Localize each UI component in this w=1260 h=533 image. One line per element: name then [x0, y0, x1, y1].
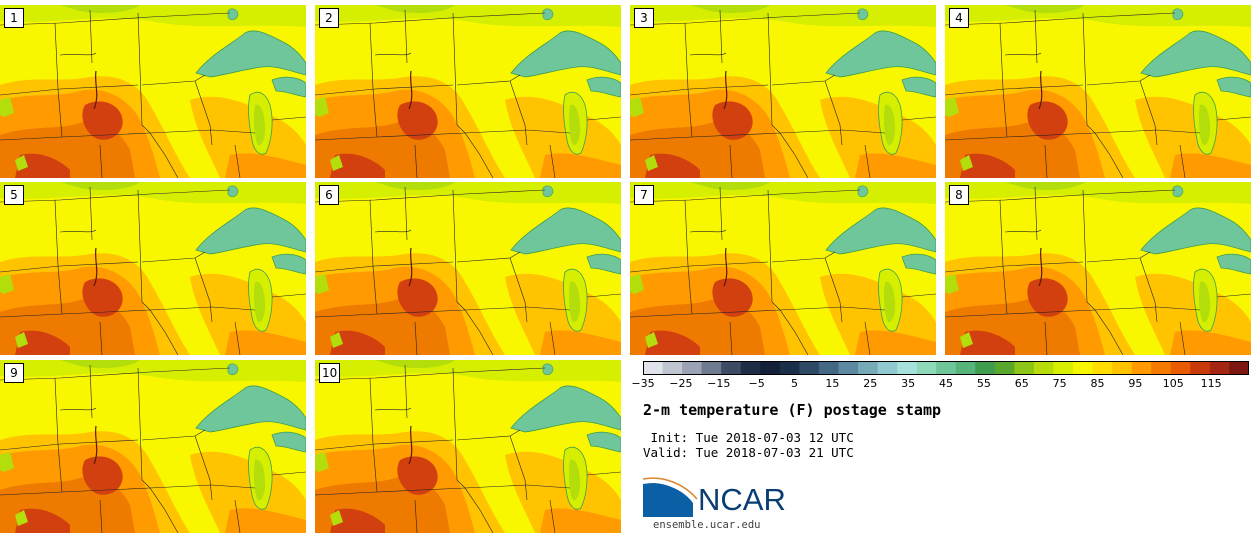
colorbar-bin	[1033, 361, 1055, 375]
colorbar-tick-label: −5	[748, 377, 765, 390]
valid-time: Valid: Tue 2018-07-03 21 UTC	[643, 445, 854, 460]
colorbar-bin	[779, 361, 800, 375]
colorbar-bin	[936, 361, 957, 375]
temperature-map	[630, 182, 936, 355]
colorbar-bin	[877, 361, 898, 375]
colorbar-tick-label: 55	[976, 377, 991, 390]
colorbar-tick-label: −35	[631, 377, 655, 390]
colorbar-bin	[662, 361, 683, 375]
colorbar-bin	[1170, 361, 1191, 375]
member-number-label: 3	[634, 8, 654, 28]
colorbar-bin	[643, 361, 664, 375]
colorbar-bin	[897, 361, 918, 375]
temperature-colorbar	[643, 361, 1249, 375]
member-panel-8[interactable]: 8	[945, 182, 1251, 355]
colorbar-tick-label: 5	[791, 377, 798, 390]
colorbar-bin	[1151, 361, 1172, 375]
colorbar-bin	[1073, 361, 1094, 375]
colorbar-tick-label: 45	[939, 377, 953, 390]
colorbar-bin	[838, 361, 859, 375]
temperature-map	[315, 360, 621, 533]
colorbar-tick-label: 15	[825, 377, 840, 390]
temperature-map	[630, 5, 936, 178]
temperature-map	[0, 182, 306, 355]
member-panel-10[interactable]: 10	[315, 360, 621, 533]
member-panel-3[interactable]: 3	[630, 5, 936, 178]
colorbar-bin	[1131, 361, 1152, 375]
member-panel-7[interactable]: 7	[630, 182, 936, 355]
colorbar-bin	[760, 361, 781, 375]
colorbar-bin	[1190, 361, 1211, 375]
colorbar-tick-label: −25	[669, 377, 693, 390]
member-panel-6[interactable]: 6	[315, 182, 621, 355]
member-panel-2[interactable]: 2	[315, 5, 621, 178]
ncar-logo-icon	[643, 477, 698, 517]
member-panel-5[interactable]: 5	[0, 182, 306, 355]
colorbar-bin	[1092, 361, 1113, 375]
colorbar-tick-label: 35	[901, 377, 916, 390]
colorbar-bin	[975, 361, 996, 375]
colorbar-tick-label: −15	[707, 377, 731, 390]
colorbar-tick-label: 65	[1014, 377, 1029, 390]
colorbar-bin	[1112, 361, 1133, 375]
colorbar-bin	[994, 361, 1015, 375]
member-panel-9[interactable]: 9	[0, 360, 306, 533]
member-number-label: 5	[4, 185, 24, 205]
site-url[interactable]: ensemble.ucar.edu	[653, 519, 761, 531]
colorbar-tick-label: 115	[1200, 377, 1222, 390]
member-panel-1[interactable]: 1	[0, 5, 306, 178]
colorbar-bin	[818, 361, 839, 375]
colorbar-bin	[916, 361, 937, 375]
ncar-wordmark: NCAR	[698, 482, 786, 517]
init-time: Init: Tue 2018-07-03 12 UTC	[643, 430, 854, 445]
plot-title: 2-m temperature (F) postage stamp	[643, 401, 942, 419]
colorbar-tick-label: 25	[863, 377, 878, 390]
colorbar-bin	[1209, 361, 1230, 375]
member-number-label: 7	[634, 185, 654, 205]
member-number-label: 1	[4, 8, 24, 28]
colorbar-tick-label: 85	[1090, 377, 1105, 390]
colorbar-bin	[1053, 361, 1074, 375]
temperature-map	[315, 182, 621, 355]
member-panel-4[interactable]: 4	[945, 5, 1251, 178]
member-number-label: 9	[4, 363, 24, 383]
temperature-map	[945, 182, 1251, 355]
member-number-label: 4	[949, 8, 969, 28]
colorbar-bin	[1229, 361, 1249, 375]
temperature-map	[0, 5, 306, 178]
colorbar-bin	[799, 361, 820, 375]
colorbar-bin	[701, 361, 722, 375]
temperature-map	[0, 360, 306, 533]
colorbar-bin	[740, 361, 761, 375]
colorbar-bin	[858, 361, 879, 375]
colorbar-tick-label: 95	[1128, 377, 1143, 390]
member-number-label: 6	[319, 185, 339, 205]
member-number-label: 10	[319, 363, 341, 383]
member-number-label: 8	[949, 185, 969, 205]
temperature-map	[945, 5, 1251, 178]
colorbar-bin	[682, 361, 703, 375]
member-number-label: 2	[319, 8, 339, 28]
colorbar-tick-label: 75	[1052, 377, 1067, 390]
temperature-map	[315, 5, 621, 178]
colorbar-bin	[721, 361, 742, 375]
colorbar-bin	[955, 361, 976, 375]
colorbar-bin	[1014, 361, 1035, 375]
colorbar-tick-label: 105	[1162, 377, 1184, 390]
